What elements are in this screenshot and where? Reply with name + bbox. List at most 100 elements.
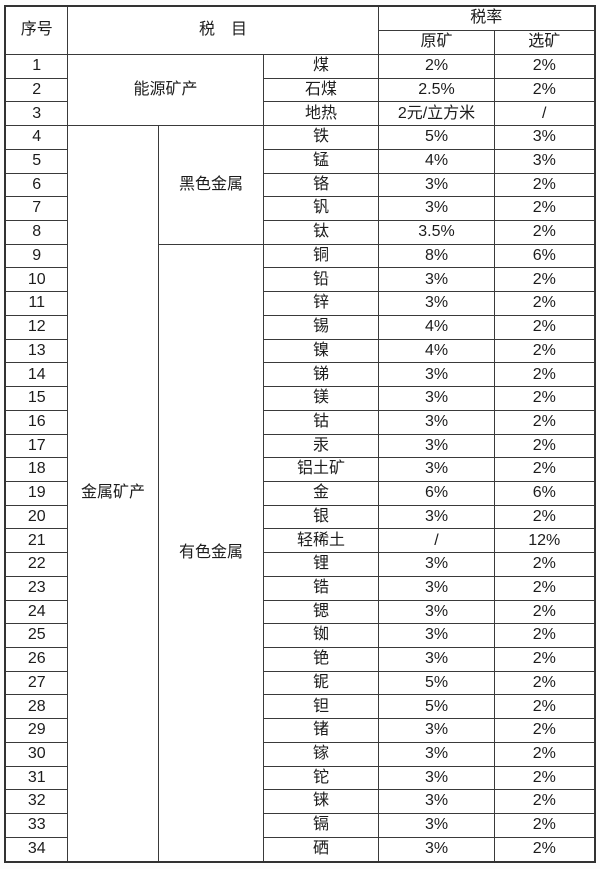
category-cell: 能源矿产	[66, 53, 264, 127]
header-selected-ore: 选矿	[493, 30, 596, 55]
item-cell: 铁	[262, 125, 380, 150]
item-cell: 银	[262, 504, 380, 530]
selected-ore-rate-cell: 2%	[493, 670, 596, 696]
raw-ore-rate-cell: 4%	[378, 148, 495, 174]
raw-ore-rate-cell: 3%	[378, 504, 495, 530]
raw-ore-rate-cell: 3%	[378, 623, 495, 648]
row-number-cell: 16	[4, 409, 68, 435]
item-cell: 锗	[262, 718, 380, 743]
selected-ore-rate-cell: 2%	[493, 646, 596, 672]
row-number-cell: 34	[4, 836, 68, 863]
row-number-cell: 20	[4, 504, 68, 530]
raw-ore-rate-cell: 4%	[378, 314, 495, 340]
row-number-cell: 18	[4, 457, 68, 482]
selected-ore-rate-cell: 2%	[493, 196, 596, 222]
raw-ore-rate-cell: 3%	[378, 386, 495, 411]
selected-ore-rate-cell: 2%	[493, 386, 596, 411]
row-number-cell: 21	[4, 528, 68, 554]
item-cell: 钴	[262, 409, 380, 435]
raw-ore-rate-cell: 3%	[378, 765, 495, 791]
raw-ore-rate-cell: 2%	[378, 54, 495, 79]
item-cell: 铜	[262, 243, 380, 269]
item-cell: 金	[262, 480, 380, 506]
raw-ore-rate-cell: 3%	[378, 813, 495, 838]
row-number-cell: 3	[4, 101, 68, 127]
selected-ore-rate-cell: 6%	[493, 480, 596, 506]
row-number-cell: 12	[4, 314, 68, 340]
table-row: 16 钴 3% 2%	[4, 409, 596, 435]
row-number-cell: 6	[4, 172, 68, 198]
raw-ore-rate-cell: 3%	[378, 575, 495, 601]
item-cell: 锌	[262, 291, 380, 316]
row-number-cell: 19	[4, 480, 68, 506]
item-cell: 铼	[262, 789, 380, 814]
row-number-cell: 25	[4, 623, 68, 648]
item-cell: 锰	[262, 148, 380, 174]
raw-ore-rate-cell: 3%	[378, 409, 495, 435]
item-cell: 铬	[262, 172, 380, 198]
header-row-1: 序号 税 目 税率	[4, 5, 596, 55]
raw-ore-rate-cell: 3%	[378, 362, 495, 388]
table-row: 14 锑 3% 2%	[4, 362, 596, 388]
item-cell: 铷	[262, 623, 380, 648]
header-tax-item: 税 目	[66, 5, 380, 55]
table-row: 4 金属矿产 黑色金属铁 5% 3%	[4, 125, 596, 863]
subcategory-cell: 有色金属	[157, 243, 264, 863]
selected-ore-rate-cell: 12%	[493, 528, 596, 554]
item-cell: 汞	[262, 433, 380, 459]
row-number-cell: 7	[4, 196, 68, 222]
item-cell: 钛	[262, 220, 380, 245]
row-number-cell: 33	[4, 813, 68, 838]
raw-ore-rate-cell: 3%	[378, 718, 495, 743]
item-cell: 镁	[262, 386, 380, 411]
row-number-cell: 29	[4, 718, 68, 743]
row-number-cell: 10	[4, 267, 68, 293]
item-cell: 镉	[262, 813, 380, 838]
table-row: 9 有色金属铜 8% 6%	[4, 243, 596, 863]
selected-ore-rate-cell: 2%	[493, 54, 596, 79]
row-number-cell: 26	[4, 646, 68, 672]
raw-ore-rate-cell: 3%	[378, 599, 495, 625]
raw-ore-rate-cell: 3%	[378, 741, 495, 767]
tax-rate-table: 序号 税 目 税率 原矿 选矿 1 能源矿产煤 2% 2% 2 石煤 2.5% 2% 3 地热 2元…	[4, 5, 596, 863]
raw-ore-rate-cell: /	[378, 528, 495, 554]
selected-ore-rate-cell: 2%	[493, 504, 596, 530]
row-number-cell: 1	[4, 54, 68, 79]
raw-ore-rate-cell: 8%	[378, 243, 495, 269]
raw-ore-rate-cell: 3%	[378, 457, 495, 482]
table-row: 10 铅 3% 2%	[4, 267, 596, 293]
item-cell: 铌	[262, 670, 380, 696]
raw-ore-rate-cell: 3%	[378, 267, 495, 293]
selected-ore-rate-cell: 2%	[493, 765, 596, 791]
raw-ore-rate-cell: 5%	[378, 125, 495, 150]
selected-ore-rate-cell: 2%	[493, 552, 596, 577]
selected-ore-rate-cell: 2%	[493, 599, 596, 625]
selected-ore-rate-cell: 2%	[493, 433, 596, 459]
table-row: 34 硒 3% 2%	[4, 836, 596, 863]
selected-ore-rate-cell: 2%	[493, 338, 596, 364]
row-number-cell: 9	[4, 243, 68, 269]
table-row: 31 铊 3% 2%	[4, 765, 596, 791]
raw-ore-rate-cell: 6%	[378, 480, 495, 506]
selected-ore-rate-cell: 2%	[493, 172, 596, 198]
selected-ore-rate-cell: 2%	[493, 718, 596, 743]
header-row-2: 原矿 选矿	[5, 30, 596, 55]
row-number-cell: 4	[4, 125, 68, 150]
selected-ore-rate-cell: 2%	[493, 575, 596, 601]
row-number-cell: 15	[4, 386, 68, 411]
table-row: 32 铼 3% 2%	[4, 789, 596, 814]
header-serial-number: 序号	[4, 5, 68, 55]
row-number-cell: 24	[4, 599, 68, 625]
table-row: 30 镓 3% 2%	[4, 741, 596, 767]
table-row: 1 能源矿产煤 2% 2%	[4, 53, 596, 127]
selected-ore-rate-cell: 2%	[493, 836, 596, 863]
item-cell: 锆	[262, 575, 380, 601]
table-row: 13 镍 4% 2%	[4, 338, 596, 364]
selected-ore-rate-cell: /	[493, 101, 596, 127]
selected-ore-rate-cell: 3%	[493, 125, 596, 150]
item-cell: 镍	[262, 338, 380, 364]
header-tax-rate: 税率	[377, 5, 596, 31]
row-number-cell: 28	[4, 694, 68, 720]
raw-ore-rate-cell: 5%	[378, 670, 495, 696]
item-cell: 钽	[262, 694, 380, 720]
